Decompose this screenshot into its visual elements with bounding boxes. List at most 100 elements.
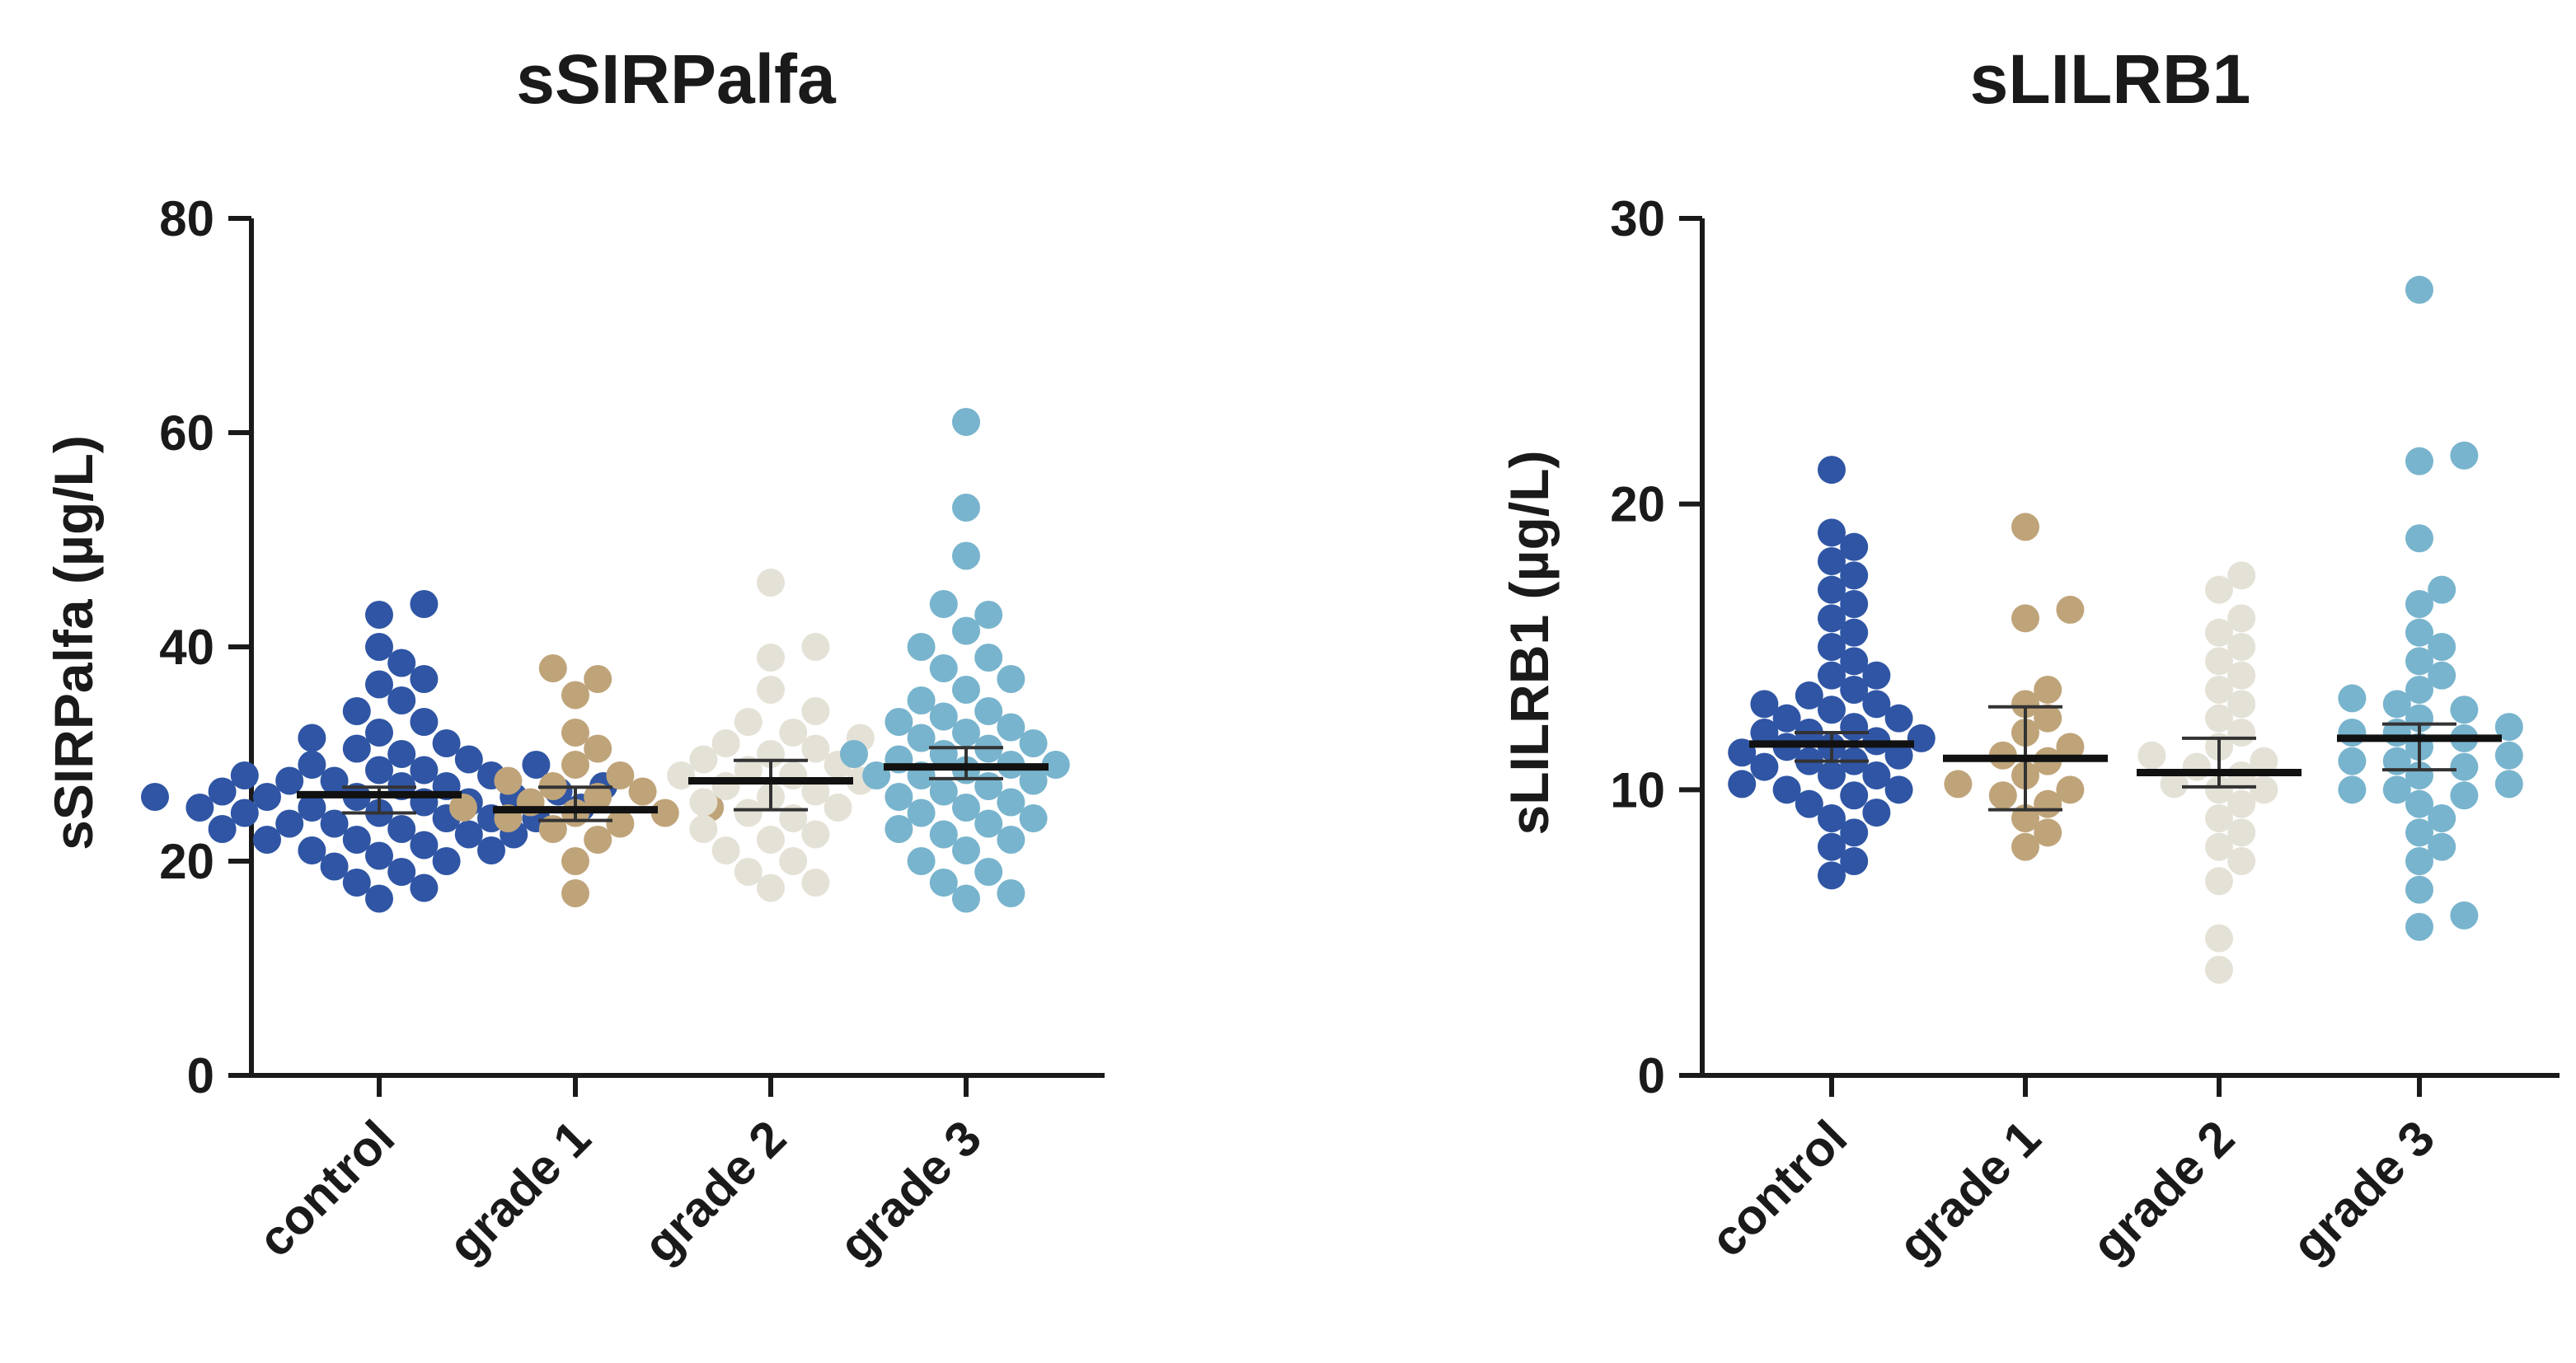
data-point [387, 649, 416, 677]
series-control [1728, 456, 1936, 890]
data-point [2205, 618, 2233, 647]
data-point [2011, 513, 2039, 541]
data-point [432, 729, 461, 757]
y-axis-label: sSIRPalfa (µg/L) [43, 435, 104, 850]
data-point [884, 783, 913, 811]
data-point [2450, 901, 2479, 930]
data-point [757, 569, 785, 597]
data-point [1818, 832, 1846, 861]
data-point [230, 761, 259, 789]
data-point [253, 783, 281, 811]
y-tick-label: 40 [159, 620, 214, 675]
data-point [757, 826, 785, 854]
data-point [410, 831, 439, 859]
data-point [230, 799, 259, 827]
data-point [952, 408, 980, 436]
data-point [584, 665, 612, 693]
data-point [2405, 875, 2433, 904]
y-tick-label: 10 [1610, 762, 1665, 817]
data-point [449, 794, 477, 822]
data-point [650, 799, 679, 827]
data-point [952, 884, 980, 913]
data-point [689, 788, 718, 817]
data-point [1750, 719, 1779, 747]
data-point [2205, 575, 2233, 604]
data-point [974, 772, 1003, 800]
data-point [2205, 647, 2233, 676]
summary-bars [1749, 705, 2502, 812]
data-point [2428, 832, 2456, 861]
data-point [2205, 955, 2233, 984]
series-grade-2 [667, 569, 875, 902]
data-point [477, 836, 505, 864]
data-point [432, 847, 461, 875]
data-point [952, 719, 980, 747]
data-point [2250, 775, 2278, 804]
data-point [734, 858, 762, 886]
data-point [2227, 661, 2256, 690]
data-point [801, 734, 830, 763]
data-point [2494, 713, 2523, 742]
series-grade-3 [2338, 275, 2523, 941]
data-point [974, 858, 1003, 886]
data-point [1019, 729, 1048, 757]
data-point [2227, 847, 2256, 875]
data-point [2450, 752, 2479, 781]
data-point [2405, 847, 2433, 875]
data-point [779, 761, 808, 789]
data-point [929, 820, 958, 849]
data-point [1818, 604, 1846, 633]
data-point [2428, 633, 2456, 661]
data-point [952, 794, 980, 822]
data-point [952, 541, 980, 570]
data-point [2205, 804, 2233, 832]
data-point [711, 772, 740, 800]
x-tick-label: control [247, 1110, 405, 1267]
data-point [1795, 681, 1823, 710]
data-point [2034, 676, 2062, 704]
data-point [840, 740, 868, 768]
data-point [2034, 704, 2062, 733]
series-grade-1 [449, 654, 725, 907]
y-tick-label: 80 [159, 191, 214, 246]
data-point [2205, 775, 2233, 804]
data-point [1818, 518, 1846, 547]
data-point [2382, 775, 2411, 804]
data-point [734, 799, 762, 827]
data-point [1728, 738, 1757, 767]
data-point [2338, 775, 2367, 804]
data-point [2428, 575, 2456, 604]
data-point [2405, 275, 2433, 304]
data-point [2382, 690, 2411, 719]
data-point [1818, 804, 1846, 832]
data-point [342, 826, 371, 854]
data-point [1884, 704, 1913, 733]
data-point [2450, 441, 2479, 470]
data-point [2056, 775, 2085, 804]
data-point [1728, 770, 1757, 799]
data-point [779, 847, 808, 875]
data-point [929, 702, 958, 731]
data-point [606, 761, 635, 789]
data-point [365, 841, 393, 870]
data-point [2205, 832, 2233, 861]
x-tick-label: grade 1 [1888, 1110, 2051, 1273]
data-point [387, 815, 416, 843]
data-point [1750, 752, 1779, 781]
data-point [365, 756, 393, 785]
y-tick-label: 0 [1638, 1048, 1665, 1103]
data-point [1818, 633, 1846, 661]
data-point [1862, 661, 1891, 690]
data-point [454, 820, 483, 849]
data-point [185, 794, 214, 822]
data-point [2405, 647, 2433, 676]
data-point [997, 665, 1025, 693]
data-point [298, 836, 326, 864]
data-point [2450, 696, 2479, 724]
data-point [2056, 733, 2085, 761]
data-point [2338, 719, 2367, 747]
data-point [2011, 690, 2039, 719]
data-point [561, 751, 589, 779]
